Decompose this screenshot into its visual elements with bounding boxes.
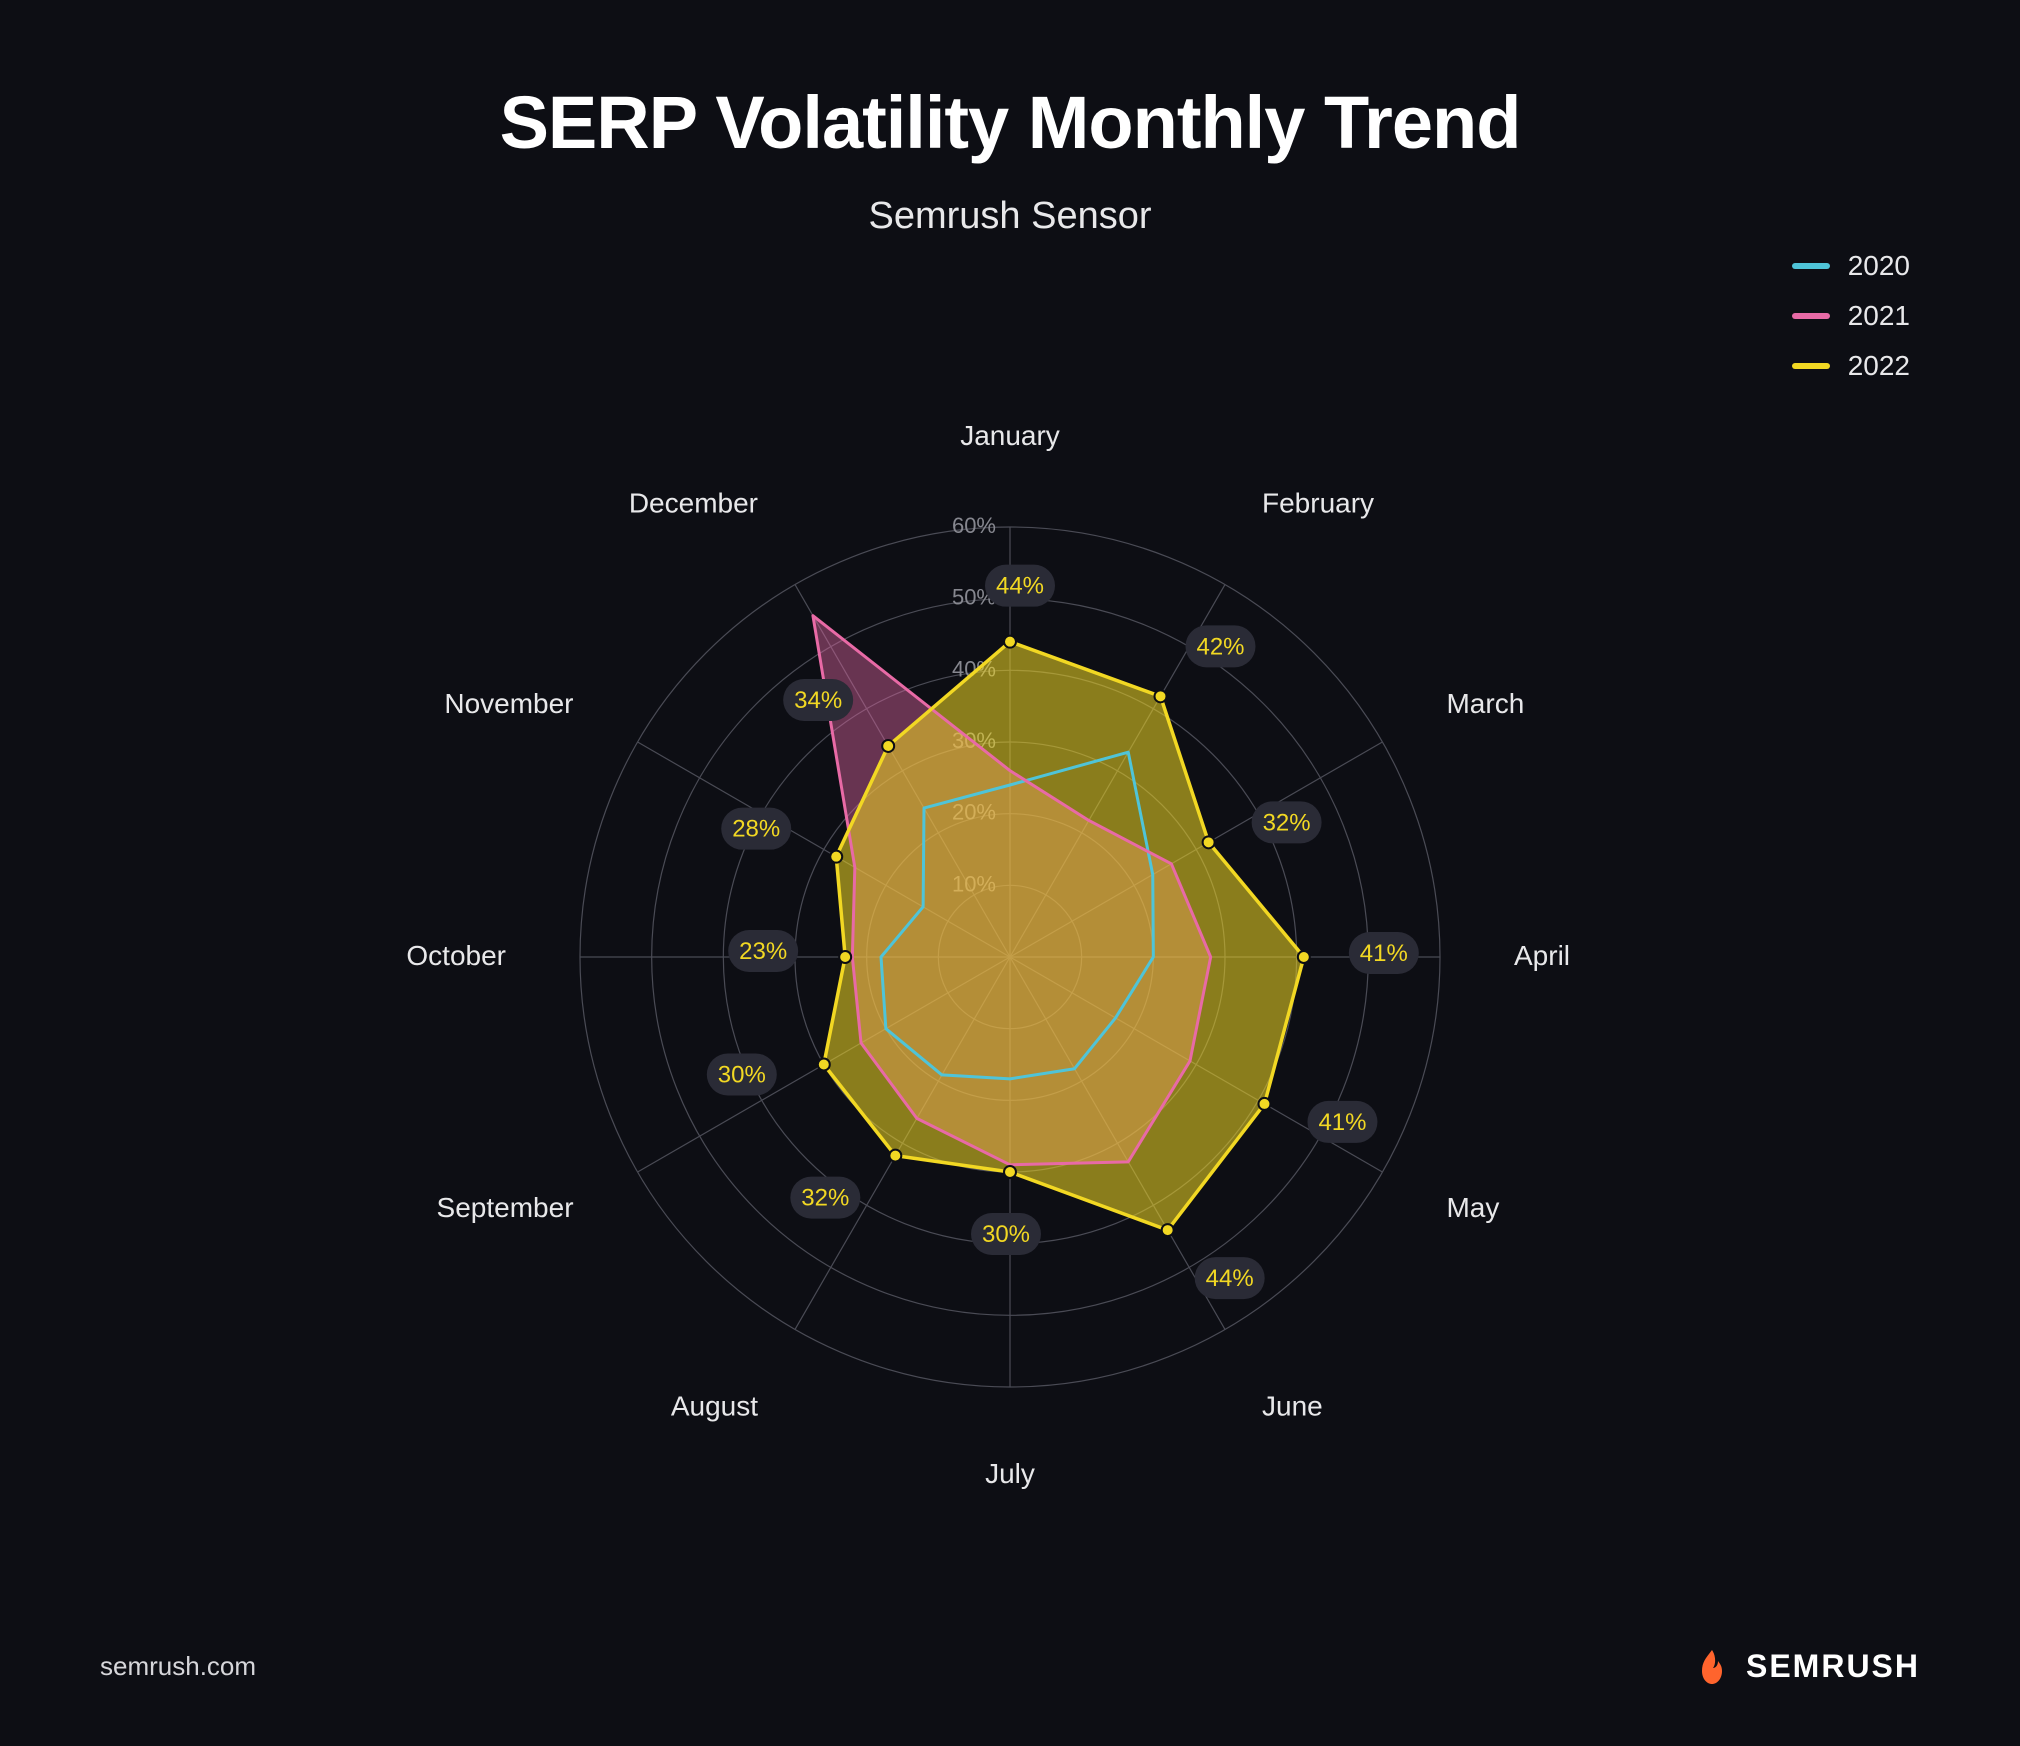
data-label: 44% (1195, 1257, 1265, 1299)
legend-swatch (1792, 263, 1830, 269)
brand-text: SEMRUSH (1746, 1648, 1920, 1685)
chart-title: SERP Volatility Monthly Trend (90, 80, 1930, 165)
svg-text:30%: 30% (982, 1221, 1030, 1248)
month-label: February (1262, 488, 1374, 519)
data-label: 32% (1252, 801, 1322, 843)
data-label: 34% (783, 679, 853, 721)
svg-text:23%: 23% (739, 938, 787, 965)
chart-area: 10%20%30%40%50%60%JanuaryFebruaryMarchAp… (90, 258, 1930, 1636)
month-label: April (1514, 940, 1570, 971)
month-label: June (1262, 1390, 1323, 1421)
data-label: 41% (1349, 932, 1419, 974)
svg-text:32%: 32% (801, 1185, 849, 1212)
month-label: December (629, 488, 758, 519)
legend-label: 2021 (1848, 300, 1910, 332)
data-label: 44% (985, 565, 1055, 607)
month-label: October (406, 940, 506, 971)
axis-tick-label: 60% (952, 513, 996, 538)
data-label: 28% (721, 808, 791, 850)
svg-text:41%: 41% (1360, 940, 1408, 967)
svg-text:44%: 44% (996, 573, 1044, 600)
chart-subtitle: Semrush Sensor (90, 195, 1930, 238)
svg-text:28%: 28% (732, 816, 780, 843)
month-label: July (985, 1458, 1035, 1489)
footer: semrush.com SEMRUSH (90, 1646, 1930, 1686)
legend-label: 2020 (1848, 250, 1910, 282)
data-label: 23% (728, 930, 798, 972)
data-label: 30% (971, 1213, 1041, 1255)
legend-item: 2022 (1792, 350, 1910, 382)
data-label: 41% (1307, 1101, 1377, 1143)
svg-text:41%: 41% (1318, 1109, 1366, 1136)
month-label: May (1446, 1192, 1499, 1223)
brand-logo: SEMRUSH (1692, 1646, 1920, 1686)
legend-label: 2022 (1848, 350, 1910, 382)
svg-text:30%: 30% (718, 1062, 766, 1089)
legend-swatch (1792, 363, 1830, 369)
chart-container: SERP Volatility Monthly Trend Semrush Se… (0, 0, 2020, 1746)
legend-item: 2021 (1792, 300, 1910, 332)
legend-item: 2020 (1792, 250, 1910, 282)
month-label: January (960, 420, 1060, 451)
month-label: August (671, 1390, 758, 1421)
svg-text:34%: 34% (794, 687, 842, 714)
month-label: September (437, 1192, 574, 1223)
svg-text:32%: 32% (1263, 809, 1311, 836)
legend: 2020 2021 2022 (1792, 250, 1910, 382)
legend-swatch (1792, 313, 1830, 319)
svg-text:44%: 44% (1206, 1265, 1254, 1292)
footer-source: semrush.com (100, 1651, 256, 1682)
month-label: March (1446, 688, 1524, 719)
radar-chart: 10%20%30%40%50%60%JanuaryFebruaryMarchAp… (260, 307, 1760, 1587)
data-label: 42% (1186, 625, 1256, 667)
svg-text:42%: 42% (1196, 633, 1244, 660)
data-label: 32% (790, 1177, 860, 1219)
data-label: 30% (707, 1054, 777, 1096)
flame-icon (1692, 1646, 1732, 1686)
month-label: November (444, 688, 573, 719)
